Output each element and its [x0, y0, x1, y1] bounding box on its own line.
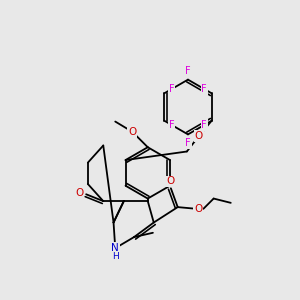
Text: N: N	[111, 243, 119, 253]
Text: O: O	[195, 131, 203, 141]
Text: H: H	[112, 252, 119, 261]
Text: O: O	[75, 188, 83, 198]
Text: F: F	[169, 84, 175, 94]
Text: F: F	[169, 120, 175, 130]
Text: O: O	[128, 127, 136, 137]
Text: O: O	[167, 176, 175, 186]
Text: F: F	[185, 138, 191, 148]
Text: F: F	[185, 66, 191, 76]
Text: F: F	[202, 84, 207, 94]
Text: O: O	[194, 204, 202, 214]
Text: F: F	[202, 120, 207, 130]
